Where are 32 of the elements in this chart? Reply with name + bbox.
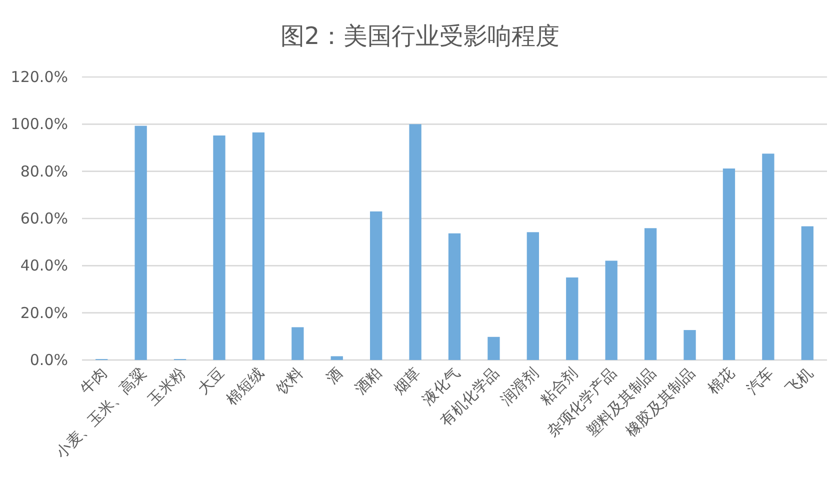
- bar: [762, 154, 774, 360]
- bar: [213, 135, 226, 360]
- y-tick-label: 20.0%: [20, 304, 68, 322]
- y-tick-label: 0.0%: [30, 351, 68, 369]
- bar: [488, 336, 500, 360]
- bar: [684, 330, 696, 360]
- x-tick-label: 酒粕: [350, 364, 385, 398]
- y-tick-label: 40.0%: [20, 256, 68, 275]
- x-tick-label: 汽车: [743, 364, 778, 398]
- x-tick-label: 飞机: [782, 364, 816, 398]
- y-tick-label: 120.0%: [10, 68, 68, 86]
- bar: [566, 277, 578, 360]
- bar: [722, 168, 736, 360]
- x-tick-label: 牛肉: [76, 364, 110, 398]
- bar: [292, 327, 304, 360]
- y-tick-label: 100.0%: [10, 115, 68, 134]
- x-tick-label: 酒: [322, 364, 346, 388]
- bar: [644, 228, 657, 360]
- y-tick-label: 80.0%: [20, 162, 68, 180]
- bar: [134, 126, 147, 360]
- bar: [252, 132, 265, 360]
- y-tick-label: 60.0%: [20, 210, 68, 228]
- x-tick-label: 饮料: [272, 364, 306, 399]
- bar: [448, 233, 461, 360]
- bar: [370, 211, 382, 360]
- bar: [526, 232, 539, 360]
- bar: [605, 260, 618, 360]
- bar: [801, 226, 814, 360]
- chart-title: 图2：美国行业受影响程度: [280, 22, 560, 50]
- bar: [409, 124, 422, 360]
- x-tick-label: 棉花: [704, 364, 738, 398]
- bar: [330, 356, 343, 360]
